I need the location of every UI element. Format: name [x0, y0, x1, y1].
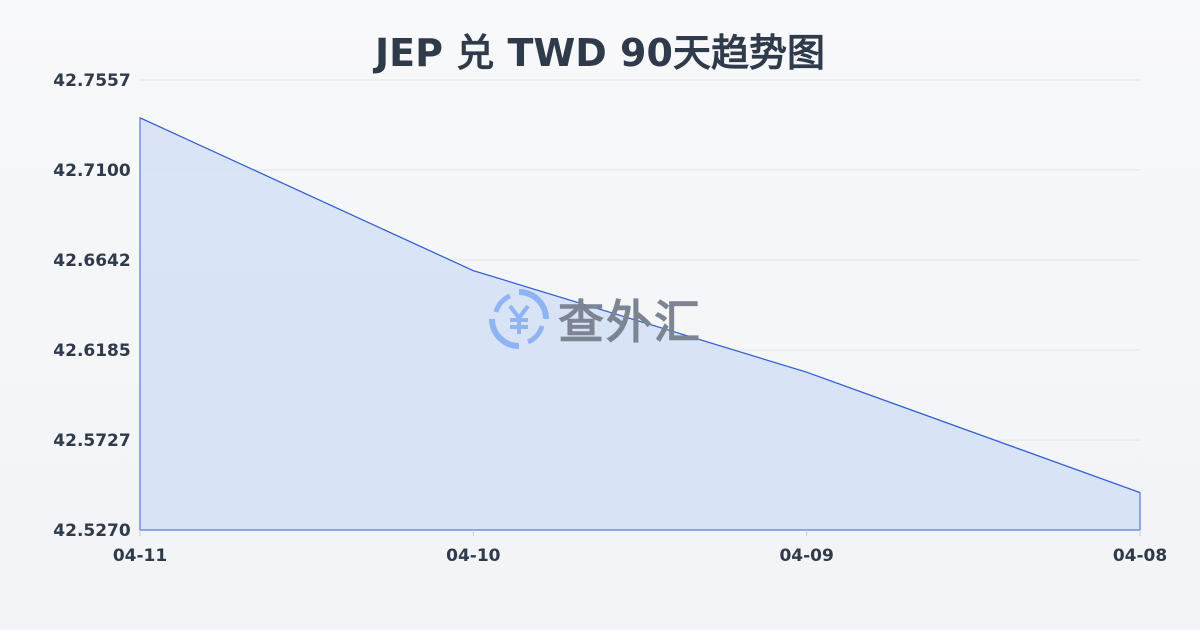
yen-exchange-icon	[489, 289, 549, 349]
y-tick-label: 42.5727	[53, 431, 130, 451]
y-tick-label: 42.5270	[53, 521, 131, 541]
y-tick-label: 42.6642	[53, 251, 130, 271]
y-tick-label: 42.7557	[53, 71, 130, 91]
x-tick-label: 04-09	[779, 546, 833, 566]
x-tick-label: 04-11	[113, 546, 167, 566]
x-tick-label: 04-08	[1113, 546, 1167, 566]
x-tick-label: 04-10	[446, 546, 501, 566]
series-line	[139, 117, 1141, 494]
y-tick-label: 42.6185	[53, 341, 130, 361]
chart-title: JEP 兑 TWD 90天趋势图	[375, 31, 825, 75]
watermark-text: 查外汇	[558, 295, 702, 349]
y-tick-label: 42.7100	[53, 161, 131, 181]
watermark: 查外汇	[488, 286, 702, 352]
